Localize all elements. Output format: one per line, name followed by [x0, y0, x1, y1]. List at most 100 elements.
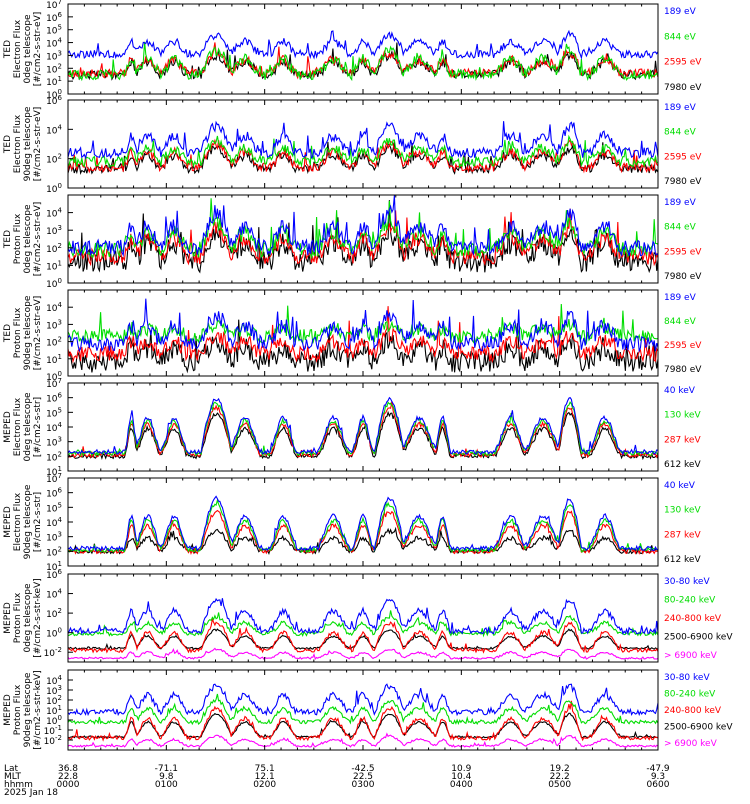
- y-tick-label: 106: [46, 568, 62, 581]
- series-line-844-ev: [67, 134, 659, 169]
- x-tick-label-lat: 10.9: [451, 764, 471, 774]
- series-line-2595-ev: [67, 306, 659, 364]
- y-tick-label: 100: [46, 714, 62, 727]
- legend-entry: > 6900 keV: [664, 651, 718, 661]
- y-tick-label: 101: [46, 560, 62, 573]
- series-line-2500-6900-kev: [67, 628, 659, 651]
- y-tick-label: 102: [46, 62, 62, 75]
- legend-entry: 30-80 keV: [664, 673, 710, 683]
- y-tick-label: 101: [46, 465, 62, 478]
- legend-entry: 40 keV: [664, 386, 696, 396]
- legend-entry: 2595 eV: [664, 247, 702, 257]
- y-tick-label: 107: [46, 0, 62, 11]
- series-line-189-ev: [67, 298, 659, 353]
- legend-entry: 7980 eV: [664, 365, 702, 375]
- legend-entry: 844 eV: [664, 128, 697, 138]
- series-line-844-ev: [67, 41, 659, 82]
- legend-entry: 2500-6900 keV: [664, 633, 733, 643]
- y-tick-label: 103: [46, 436, 62, 449]
- series-line-240-800-kev: [67, 700, 659, 742]
- legend-entry: 287 keV: [664, 530, 701, 540]
- y-tick-label: 106: [46, 487, 62, 500]
- x-tick-label-mlt: 22.8: [58, 772, 78, 782]
- y-tick-label: 101: [46, 259, 62, 272]
- series-line-844-ev: [67, 198, 659, 260]
- x-tick-label-lat: 36.8: [58, 764, 78, 774]
- x-axis-row-label: hhmm: [4, 780, 33, 790]
- y-tick-label: 100: [46, 182, 62, 195]
- x-tick-label-mlt: 9.8: [159, 772, 174, 782]
- series-line--6900-kev: [67, 732, 659, 748]
- x-tick-label-lat: -47.9: [646, 764, 670, 774]
- x-tick-label-mlt: 22.5: [353, 772, 373, 782]
- y-tick-label: 106: [46, 392, 62, 405]
- x-tick-label-lat: -71.1: [155, 764, 178, 774]
- series-line-80-240-kev: [67, 693, 659, 726]
- legend-entry: 240-800 keV: [664, 614, 722, 624]
- x-tick-label-hhmm: 0600: [647, 780, 670, 790]
- series-line-240-800-kev: [67, 617, 659, 654]
- y-tick-label: 104: [46, 516, 62, 529]
- y-axis-label: TEDElectron Flux90deg telescope[#/cm2-s-…: [3, 106, 43, 181]
- panel-frame: [67, 99, 659, 189]
- legend-entry: > 6900 keV: [664, 739, 718, 749]
- y-tick-label: 100: [46, 88, 62, 101]
- x-tick-label-hhmm: 0000: [57, 780, 80, 790]
- series-line-2595-ev: [67, 208, 659, 267]
- y-tick-label: 102: [46, 242, 62, 255]
- x-tick-label-lat: 75.1: [255, 764, 275, 774]
- y-axis-label: MEPEDProton Flux90deg telescope[#/cm2-s-…: [3, 670, 43, 749]
- y-tick-label: 100: [46, 627, 62, 640]
- y-tick-label: 103: [46, 318, 62, 331]
- legend-entry: 240-800 keV: [664, 706, 722, 716]
- x-tick-label-lat: 19.2: [550, 764, 570, 774]
- panel-frame: [67, 477, 659, 567]
- legend-entry: 7980 eV: [664, 177, 702, 187]
- legend-entry: 80-240 keV: [664, 690, 716, 700]
- x-tick-label-hhmm: 0100: [155, 780, 178, 790]
- y-tick-label: 104: [46, 123, 62, 136]
- y-tick-label: 105: [46, 406, 62, 419]
- series-line-189-ev: [67, 29, 659, 60]
- legend-entry: 2500-6900 keV: [664, 723, 733, 733]
- y-tick-label: 102: [46, 545, 62, 558]
- series-line-40-kev: [67, 396, 659, 456]
- legend-entry: 30-80 keV: [664, 577, 710, 587]
- y-tick-label: 103: [46, 224, 62, 237]
- legend-entry: 189 eV: [664, 293, 697, 303]
- legend-entry: 80-240 keV: [664, 596, 716, 606]
- x-tick-label-mlt: 10.4: [451, 772, 471, 782]
- legend-entry: 844 eV: [664, 223, 697, 233]
- y-tick-label: 103: [46, 684, 62, 697]
- y-axis-label: TEDProton Flux0deg telescope[#/cm2-s-str…: [3, 202, 43, 277]
- y-tick-label: 101: [46, 704, 62, 717]
- y-tick-label: 104: [46, 588, 62, 601]
- legend-entry: 7980 eV: [664, 272, 702, 282]
- y-tick-label: 102: [46, 694, 62, 707]
- y-axis-label: TEDProton Flux90deg telescope[#/cm2-s-st…: [3, 295, 43, 370]
- y-tick-label: 102: [46, 153, 62, 166]
- series-line-189-ev: [67, 120, 659, 160]
- legend-entry: 612 keV: [664, 555, 701, 565]
- series-line--6900-kev: [67, 647, 659, 660]
- series-line-30-80-kev: [67, 597, 659, 636]
- y-tick-label: 101: [46, 353, 62, 366]
- y-tick-label: 107: [46, 472, 62, 485]
- y-tick-label: 107: [46, 377, 62, 390]
- y-tick-label: 100: [46, 277, 62, 290]
- legend-entry: 2595 eV: [664, 58, 702, 68]
- panel-frame: [67, 573, 659, 663]
- x-tick-label-hhmm: 0300: [352, 780, 375, 790]
- series-line-287-kev: [67, 509, 659, 556]
- x-tick-label-lat: -42.5: [351, 764, 374, 774]
- x-tick-label-mlt: 12.1: [255, 772, 275, 782]
- legend-entry: 40 keV: [664, 481, 696, 491]
